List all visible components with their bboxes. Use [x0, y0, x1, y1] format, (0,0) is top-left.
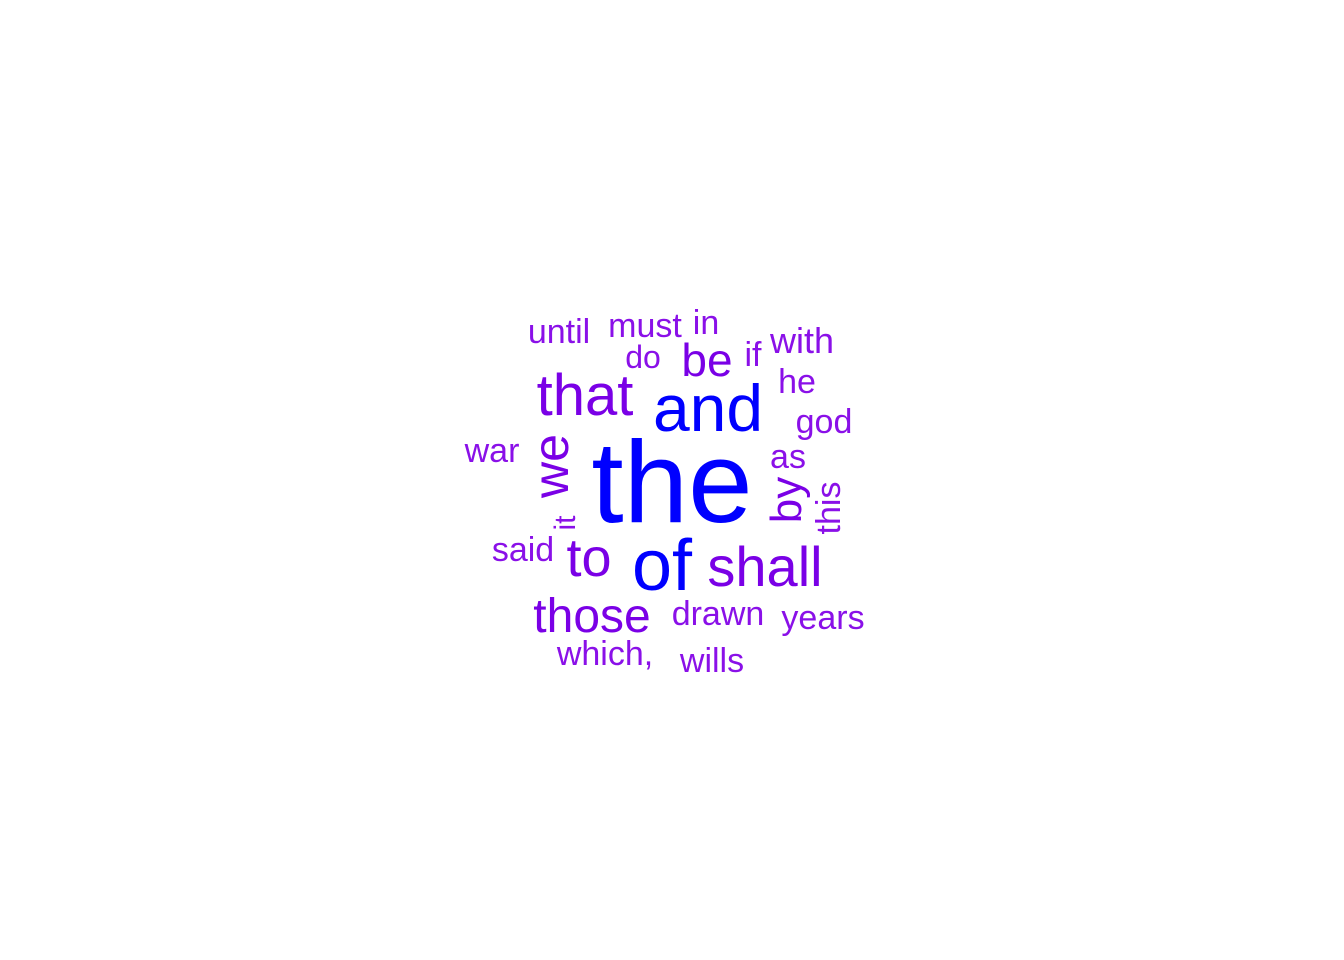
word-those: those — [533, 590, 651, 643]
word-god: god — [795, 403, 853, 441]
word-in: in — [692, 304, 720, 342]
word-war: war — [464, 432, 520, 470]
word-it: it — [549, 515, 582, 531]
word-by: by — [762, 476, 811, 524]
word-wills: wills — [679, 642, 745, 680]
word-years: years — [781, 599, 865, 637]
word-if: if — [744, 336, 762, 374]
word-with: with — [769, 320, 835, 361]
word-the: the — [591, 417, 753, 547]
word-to: to — [566, 528, 612, 588]
word-he: he — [778, 363, 816, 401]
word-drawn: drawn — [671, 595, 765, 633]
word-shall: shall — [707, 535, 823, 598]
word-of: of — [631, 526, 693, 606]
word-must: must — [608, 307, 682, 345]
word-which: which, — [556, 635, 654, 673]
word-that: that — [536, 363, 634, 428]
word-and: and — [652, 371, 764, 445]
word-we: we — [523, 434, 579, 498]
word-this: this — [810, 481, 848, 535]
word-said: said — [491, 531, 555, 569]
word-do: do — [625, 339, 661, 375]
word-be: be — [681, 334, 733, 386]
word-as: as — [770, 438, 806, 476]
word-until: until — [527, 313, 591, 351]
